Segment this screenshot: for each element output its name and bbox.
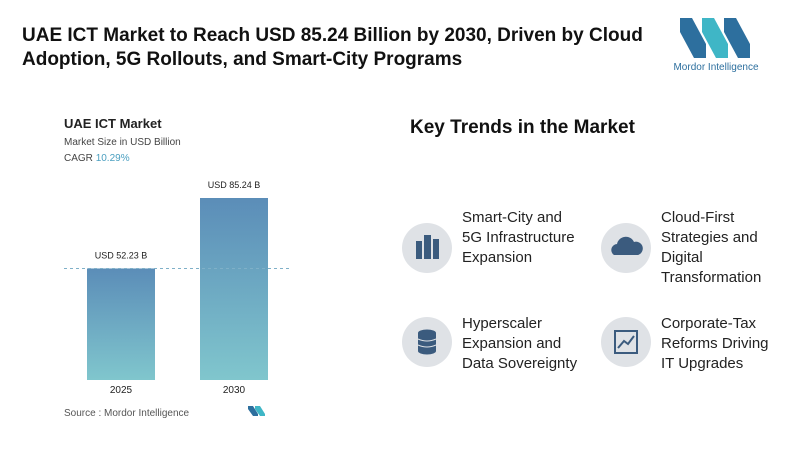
trend-text: Smart-City and 5G Infrastructure Expansi…: [462, 209, 575, 266]
icon-glyph: [614, 330, 638, 354]
bar: [200, 198, 268, 380]
bar: [87, 268, 155, 380]
trend-icon: [402, 223, 452, 273]
page-title: UAE ICT Market to Reach USD 85.24 Billio…: [22, 25, 643, 70]
trend-text: Corporate-Tax Reforms Driving IT Upgrade…: [661, 315, 769, 372]
trend-icon: [601, 223, 651, 273]
chart-title: UAE ICT Market: [64, 116, 162, 131]
icon-glyph: [417, 329, 437, 355]
cagr: CAGR 10.29%: [64, 153, 130, 164]
trends-title: Key Trends in the Market: [410, 117, 635, 138]
label-box: [206, 178, 262, 192]
icon-glyph: [611, 236, 643, 255]
logo: Mordor Intelligence: [673, 18, 759, 73]
chart: UAE ICT Market Market Size in USD Billio…: [64, 116, 292, 419]
x-tick-label: 2025: [110, 385, 133, 396]
cagr-value: 10.29%: [96, 153, 130, 164]
trend-text: Cloud-First Strategies and Digital Trans…: [661, 209, 762, 286]
logo-text: Mordor Intelligence: [673, 62, 758, 73]
trend-icon: [402, 317, 452, 367]
trend-text: Hyperscaler Expansion and Data Sovereign…: [462, 315, 578, 372]
small-logo: [248, 406, 265, 416]
value-label: USD 52.23 B: [95, 250, 148, 260]
source: Source : Mordor Intelligence: [64, 408, 190, 419]
x-tick-label: 2030: [223, 385, 246, 396]
cagr-label: CAGR: [64, 153, 93, 164]
label-box: [93, 248, 149, 263]
icon-glyph: [416, 235, 439, 259]
value-label: USD 85.24 B: [208, 180, 261, 190]
trend-icon: [601, 317, 651, 367]
chart-subtitle: Market Size in USD Billion: [64, 137, 181, 148]
